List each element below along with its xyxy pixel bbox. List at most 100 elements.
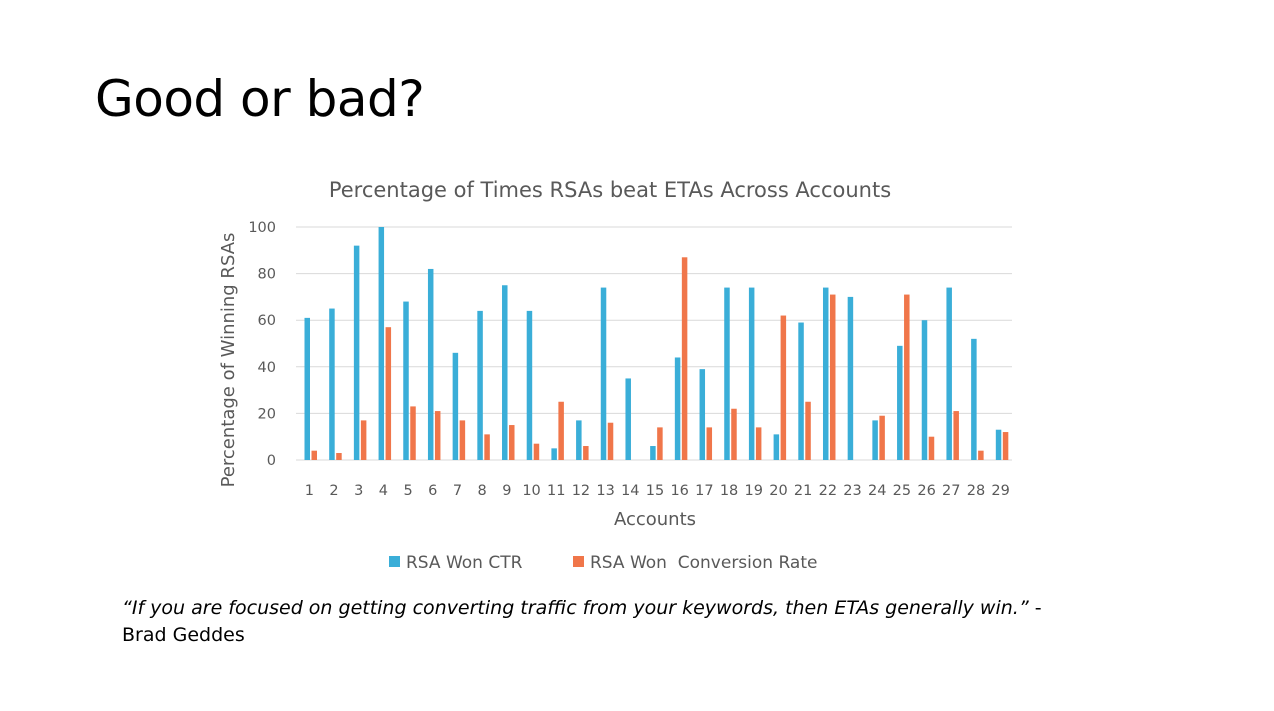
bar-ctr-account-6 bbox=[427, 268, 434, 460]
y-tick-label: 0 bbox=[267, 453, 276, 469]
bar-conversion-account-21 bbox=[805, 401, 811, 460]
bar-ctr-account-24 bbox=[872, 420, 878, 460]
x-tick-label: 28 bbox=[967, 483, 985, 499]
bar-ctr-account-5 bbox=[403, 301, 409, 460]
x-tick-label: 24 bbox=[868, 483, 886, 499]
x-tick-label: 20 bbox=[769, 483, 787, 499]
bar-ctr-account-14 bbox=[625, 378, 631, 460]
bar-conversion-account-15 bbox=[657, 427, 663, 460]
bar-ctr-account-27 bbox=[946, 287, 952, 460]
x-tick-label: 27 bbox=[942, 483, 960, 499]
bar-conversion-account-3 bbox=[360, 420, 367, 460]
bar-conversion-account-27 bbox=[953, 411, 959, 460]
bar-ctr-account-9 bbox=[502, 285, 508, 460]
bar-conversion-account-1 bbox=[311, 450, 317, 460]
x-tick-label: 29 bbox=[991, 483, 1009, 499]
chart-bars bbox=[304, 227, 1009, 460]
bar-conversion-account-26 bbox=[928, 436, 935, 460]
x-tick-label: 17 bbox=[695, 483, 713, 499]
x-axis-ticks: 1 2 3 4 5 6 7 8 9 10 11 12 13 14 15 16 17 18 19 20 21 22 23 24 2… bbox=[305, 483, 1010, 499]
bar-ctr-account-10 bbox=[526, 310, 533, 460]
bar-ctr-account-21 bbox=[798, 322, 804, 460]
bar-ctr-account-22 bbox=[822, 287, 829, 460]
bar-conversion-account-20 bbox=[780, 315, 787, 460]
x-tick-label: 21 bbox=[794, 483, 812, 499]
y-tick-label: 20 bbox=[258, 406, 276, 422]
x-tick-label: 4 bbox=[379, 483, 388, 499]
bar-ctr-account-26 bbox=[921, 320, 928, 460]
bar-ctr-account-7 bbox=[452, 352, 459, 460]
x-tick-label: 25 bbox=[893, 483, 911, 499]
x-tick-label: 10 bbox=[522, 483, 540, 499]
bar-conversion-account-25 bbox=[904, 294, 910, 460]
bar-conversion-account-17 bbox=[706, 427, 713, 460]
bar-ctr-account-13 bbox=[600, 287, 607, 460]
x-tick-label: 2 bbox=[329, 483, 338, 499]
x-tick-label: 19 bbox=[745, 483, 763, 499]
quote-text: “If you are focused on getting convertin… bbox=[122, 597, 1029, 619]
bar-ctr-account-12 bbox=[576, 420, 582, 460]
y-tick-label: 80 bbox=[258, 267, 276, 283]
y-tick-label: 60 bbox=[258, 313, 276, 329]
bar-ctr-account-28 bbox=[971, 338, 977, 460]
x-tick-label: 1 bbox=[305, 483, 314, 499]
x-tick-label: 5 bbox=[403, 483, 412, 499]
bar-conversion-account-7 bbox=[459, 420, 466, 460]
bar-ctr-account-3 bbox=[353, 245, 360, 460]
bar-ctr-account-15 bbox=[650, 446, 656, 460]
legend-swatch-ctr bbox=[389, 556, 400, 567]
bar-conversion-account-2 bbox=[336, 453, 342, 460]
bar-conversion-account-8 bbox=[484, 434, 490, 460]
x-tick-label: 23 bbox=[843, 483, 861, 499]
quote-dash: - bbox=[1028, 597, 1042, 619]
bar-conversion-account-4 bbox=[385, 327, 392, 460]
bar-conversion-account-19 bbox=[755, 427, 762, 460]
x-tick-label: 18 bbox=[720, 483, 738, 499]
bar-ctr-account-23 bbox=[847, 296, 854, 460]
x-tick-label: 26 bbox=[917, 483, 935, 499]
bar-conversion-account-12 bbox=[583, 446, 589, 460]
slide-title: Good or bad? bbox=[95, 70, 425, 128]
x-tick-label: 11 bbox=[547, 483, 565, 499]
legend-label-conversion: RSA Won Conversion Rate bbox=[590, 553, 817, 573]
x-tick-label: 15 bbox=[646, 483, 664, 499]
bar-ctr-account-29 bbox=[995, 429, 1002, 460]
bar-conversion-account-16 bbox=[681, 257, 688, 460]
quote-author: Brad Geddes bbox=[122, 624, 245, 646]
x-tick-label: 22 bbox=[819, 483, 837, 499]
legend-label-ctr: RSA Won CTR bbox=[406, 553, 523, 573]
bar-ctr-account-4 bbox=[378, 227, 385, 460]
bar-conversion-account-29 bbox=[1002, 432, 1009, 460]
x-tick-label: 9 bbox=[502, 483, 511, 499]
y-axis-ticks: 0 20 40 60 80 100 bbox=[248, 220, 276, 469]
bar-ctr-account-17 bbox=[699, 369, 706, 460]
bar-ctr-account-25 bbox=[897, 345, 903, 460]
bar-conversion-account-5 bbox=[410, 406, 416, 460]
bar-conversion-account-9 bbox=[509, 425, 515, 460]
bar-conversion-account-13 bbox=[607, 422, 614, 460]
legend-swatch-conversion bbox=[573, 556, 584, 567]
chart-title: Percentage of Times RSAs beat ETAs Acros… bbox=[329, 178, 891, 202]
x-tick-label: 3 bbox=[354, 483, 363, 499]
bar-conversion-account-28 bbox=[978, 450, 984, 460]
y-tick-label: 100 bbox=[248, 220, 276, 236]
y-axis-label: Percentage of Winning RSAs bbox=[218, 233, 239, 488]
bar-conversion-account-11 bbox=[558, 401, 564, 460]
x-tick-label: 13 bbox=[596, 483, 614, 499]
bar-ctr-account-20 bbox=[773, 434, 780, 460]
chart-legend: RSA Won CTR RSA Won Conversion Rate bbox=[389, 553, 817, 573]
x-tick-label: 7 bbox=[453, 483, 462, 499]
bar-ctr-account-19 bbox=[748, 287, 755, 460]
bar-ctr-account-2 bbox=[329, 308, 335, 460]
x-tick-label: 12 bbox=[572, 483, 590, 499]
quote-block: “If you are focused on getting convertin… bbox=[122, 595, 1202, 649]
x-tick-label: 14 bbox=[621, 483, 639, 499]
x-tick-label: 6 bbox=[428, 483, 437, 499]
bar-conversion-account-24 bbox=[879, 415, 885, 460]
x-tick-label: 8 bbox=[478, 483, 487, 499]
bar-conversion-account-22 bbox=[829, 294, 836, 460]
bar-conversion-account-6 bbox=[434, 411, 441, 460]
x-axis-label: Accounts bbox=[614, 509, 696, 530]
x-tick-label: 16 bbox=[670, 483, 688, 499]
